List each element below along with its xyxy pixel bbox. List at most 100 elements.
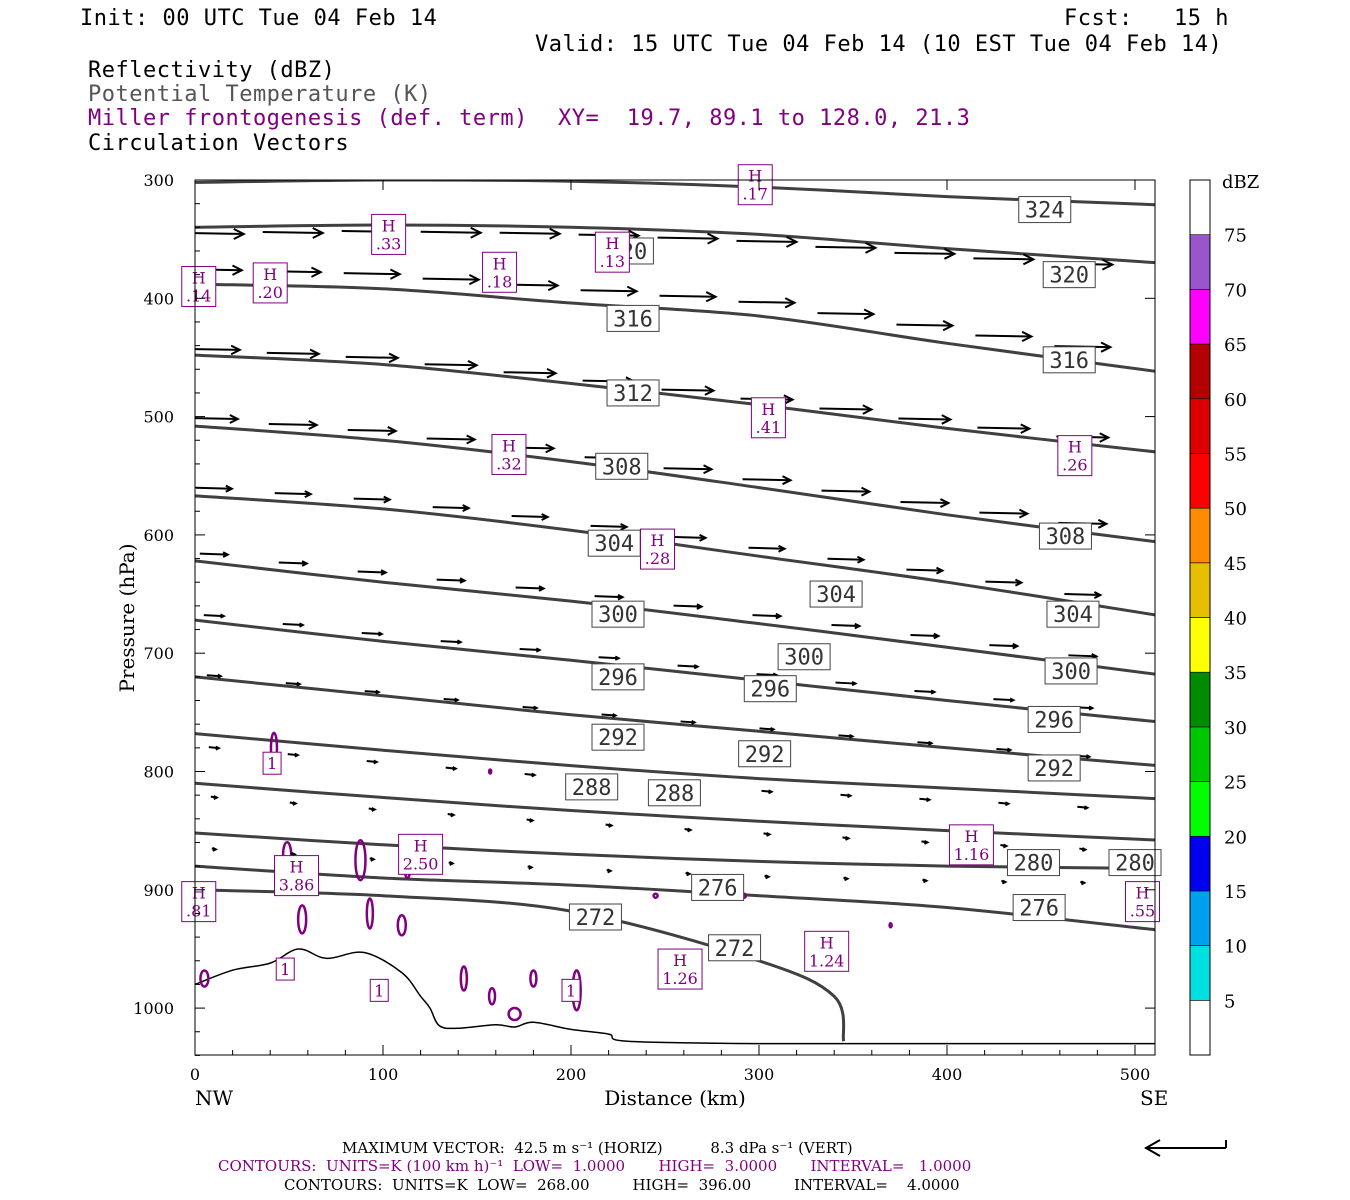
vector-45	[821, 486, 872, 497]
fronto-max-value-5: .17	[743, 185, 768, 204]
vector-82	[914, 689, 937, 695]
vector-104	[761, 789, 774, 795]
fronto-label-0: 1	[267, 754, 277, 773]
vector-90	[601, 713, 618, 718]
cross-section-endpoints: XY= 19.7, 89.1 to 128.0, 21.3	[558, 106, 971, 131]
colorbar-box-8	[1189, 562, 1211, 618]
colorbar-units: dBZ	[1222, 172, 1259, 193]
theta-label-box-312-0	[606, 379, 660, 407]
theta-label-304-0: 304	[594, 532, 634, 557]
vector-130	[922, 878, 929, 884]
theta-label-box-280-0	[1006, 849, 1060, 877]
vector-52	[432, 504, 471, 512]
vector-34	[898, 414, 953, 425]
colorbar-level-20: 20	[1224, 827, 1247, 848]
theta-label-288-0: 288	[572, 776, 612, 801]
colorbar-level-50: 50	[1224, 499, 1247, 520]
x-end-label-left: NW	[195, 1086, 234, 1110]
theta-label-292-0: 292	[598, 726, 638, 751]
vector-89	[522, 705, 539, 711]
fronto-contour-5	[354, 838, 367, 882]
colorbar-level-65: 65	[1224, 335, 1247, 356]
fronto-max-value-2: .33	[376, 234, 401, 253]
fronto-max-h-15: H	[673, 951, 687, 970]
vector-64	[436, 577, 467, 584]
theta-label-box-316-0	[606, 304, 660, 332]
theta-label-box-300-0	[591, 600, 645, 628]
colorbar-level-70: 70	[1224, 280, 1247, 301]
theta-label-box-296-1	[743, 675, 797, 703]
fronto-max-box-12	[398, 833, 444, 875]
vector-92	[759, 726, 776, 732]
x-tick-label-200: 200	[556, 1065, 587, 1084]
theta-label-292-2: 292	[1034, 757, 1074, 782]
fronto-contour-10	[487, 987, 497, 1006]
fronto-contour-15	[652, 892, 659, 899]
x-axis-label: Distance (km)	[604, 1086, 746, 1110]
vector-9	[815, 241, 878, 254]
fronto-contour-0	[199, 969, 210, 988]
fronto-label-box-1	[275, 957, 295, 981]
fronto-max-h-11: H	[290, 858, 304, 877]
fronto-max-h-16: H	[1136, 884, 1150, 903]
fronto-max-h-8: H	[651, 531, 665, 550]
colorbar-level-25: 25	[1224, 773, 1247, 794]
theta-label-324-0: 324	[1025, 199, 1065, 224]
vector-55	[669, 533, 708, 542]
fronto-max-box-15	[657, 948, 703, 990]
terrain	[195, 948, 1155, 1045]
fronto-max-value-15: 1.26	[662, 969, 698, 988]
theta-label-box-308-0	[595, 452, 649, 480]
theta-contour-324	[195, 180, 1155, 207]
colorbar-box-12	[1189, 343, 1211, 400]
vector-124	[448, 861, 455, 866]
vector-75	[361, 631, 384, 637]
theta-contour-308	[195, 424, 1155, 544]
vector-68	[752, 612, 783, 620]
vector-19	[659, 291, 718, 303]
fronto-label-box-0	[262, 751, 282, 775]
vector-27	[345, 352, 400, 364]
vector-71	[989, 642, 1020, 650]
vector-4	[420, 226, 483, 239]
theta-label-296-0: 296	[598, 666, 638, 691]
vector-50	[274, 490, 313, 499]
fronto-max-box-2	[371, 213, 407, 255]
fronto-max-h-6: H	[502, 436, 516, 455]
vector-119	[1000, 843, 1009, 849]
colorbar-box-5	[1189, 726, 1211, 782]
y-tick-label-500: 500	[143, 408, 174, 427]
theta-label-316-0: 316	[613, 307, 653, 332]
x-tick-label-500: 500	[1120, 1065, 1151, 1084]
vector-44	[742, 475, 793, 486]
theta-contour-280	[195, 831, 1155, 870]
vector-112	[447, 812, 456, 818]
vector-26	[266, 348, 321, 360]
colorbar-box-0	[1189, 1000, 1211, 1056]
colorbar-level-45: 45	[1224, 554, 1247, 575]
fronto-max-value-10: .81	[186, 902, 211, 921]
theta-label-box-300-1	[777, 643, 831, 671]
vector-69	[831, 622, 862, 630]
fronto-max-h-3: H	[493, 254, 507, 273]
y-tick-label-600: 600	[143, 526, 174, 545]
theta-label-box-280-1	[1108, 849, 1162, 877]
vector-106	[919, 797, 932, 803]
vector-116	[763, 832, 772, 837]
colorbar-box-4	[1189, 781, 1211, 837]
colorbar-level-15: 15	[1224, 882, 1247, 903]
fronto-contour-6	[365, 897, 375, 930]
theta-label-box-296-0	[591, 663, 645, 691]
vector-35	[977, 423, 1032, 434]
theta-label-box-272-1	[708, 934, 762, 962]
vector-62	[278, 560, 309, 567]
theta-label-box-288-1	[647, 779, 701, 807]
vector-49	[195, 484, 235, 493]
y-tick-label-900: 900	[143, 881, 174, 900]
theta-label-316-1: 316	[1049, 349, 1089, 374]
fronto-max-h-0: H	[192, 268, 206, 287]
vector-33	[819, 404, 874, 415]
theta-label-box-276-0	[691, 873, 745, 901]
fronto-max-h-7: H	[761, 400, 775, 419]
